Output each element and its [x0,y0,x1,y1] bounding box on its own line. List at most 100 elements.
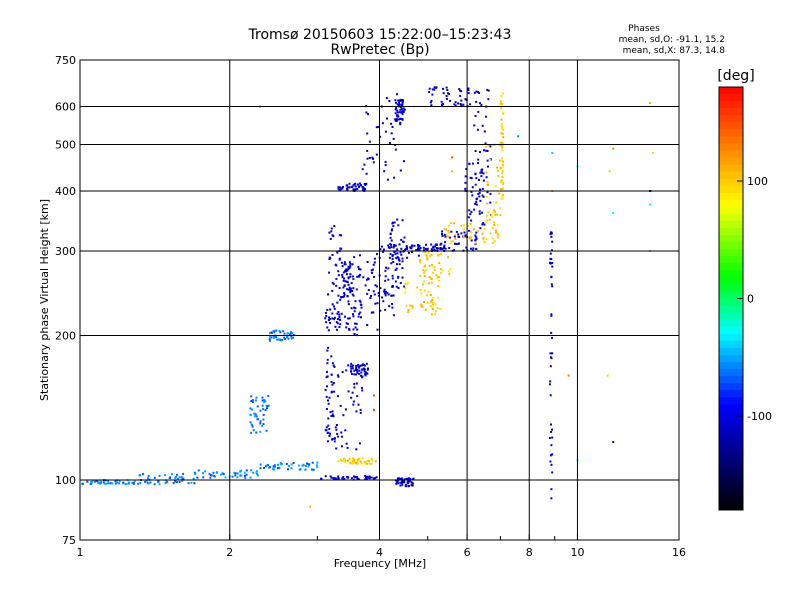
echo-point [425,256,428,259]
echo-point [368,156,371,159]
echo-point [453,249,456,252]
echo-point [399,169,402,172]
echo-point [486,180,489,183]
echo-point [484,220,487,223]
echo-point [502,194,505,196]
echo-point [550,235,553,238]
gridlines [80,60,679,540]
echo-point [240,474,243,477]
echo-point [331,317,334,320]
echo-point [474,172,477,175]
echo-point [369,296,372,299]
echo-point [391,254,394,257]
echo-point [125,482,128,485]
echo-point [431,272,434,274]
echo-point [144,480,147,483]
echo-point [147,474,150,477]
echo-point [368,476,371,479]
echo-point [384,160,387,163]
echo-point [360,386,363,389]
echo-point [353,475,355,478]
echo-point [341,273,344,276]
echo-point [358,268,360,271]
echo-point [483,228,486,230]
echo-point [432,303,435,306]
echo-point [499,144,502,147]
echo-point [394,99,397,102]
y-tick-label: 300 [55,245,76,258]
echo-point [496,166,498,169]
echo-point [270,336,273,339]
x-tick-label: 6 [464,546,471,559]
echo-point [396,481,399,484]
echo-point [344,280,347,283]
echo-point [374,302,377,305]
echo-point [347,268,350,270]
echo-point [405,305,408,307]
echo-point [450,222,453,225]
echo-point [366,324,369,326]
echo-point [270,331,273,334]
echo-point [484,142,487,145]
echo-point [316,461,319,464]
echo-point [430,248,433,251]
echo-point [353,386,356,389]
echo-point [606,374,609,377]
echo-point [382,250,385,253]
echo-point [171,473,173,475]
echo-point [501,103,504,105]
echo-point [344,315,346,318]
x-tick-label: 4 [376,546,383,559]
colorbar-tick-label: -100 [747,410,772,423]
echo-point [423,275,426,278]
echo-point [328,435,331,437]
echo-point [486,150,489,152]
echo-point [341,477,344,480]
echo-point [324,475,327,478]
echo-point [411,305,414,308]
echo-point [457,242,460,245]
echo-point [396,218,399,221]
echo-point [266,405,269,407]
echo-point [464,181,467,184]
echo-point [267,404,270,407]
echo-point [259,430,262,433]
echo-point [360,462,363,465]
echo-point [417,254,420,257]
echo-point [439,268,442,271]
echo-point [358,478,360,481]
echo-point [353,256,356,259]
echo-point [269,339,271,342]
echo-point [366,459,369,462]
echo-point [385,290,387,293]
echo-point [403,285,406,288]
echo-point [451,170,454,173]
echo-point [256,418,259,421]
echo-point [252,471,255,474]
echo-point [497,236,500,239]
echo-point [447,92,449,95]
echo-point [351,293,354,296]
echo-point [366,292,369,295]
echo-point [275,329,278,332]
echo-point [471,186,474,189]
echo-point [475,236,478,239]
echo-point [429,277,432,280]
echo-point [357,363,360,366]
echo-point [364,474,367,477]
echo-point [372,157,374,160]
echo-point [388,100,391,103]
echo-point [364,284,367,287]
echo-point [353,333,356,335]
echo-point [333,307,336,310]
colorbar-segment [719,383,743,391]
echo-point [343,292,346,295]
echo-point [429,255,431,258]
echo-point [352,400,355,403]
echo-point [326,375,329,378]
echo-point [338,318,341,321]
echo-point [398,99,401,102]
colorbar-segment [719,347,743,356]
echo-point [495,231,497,234]
